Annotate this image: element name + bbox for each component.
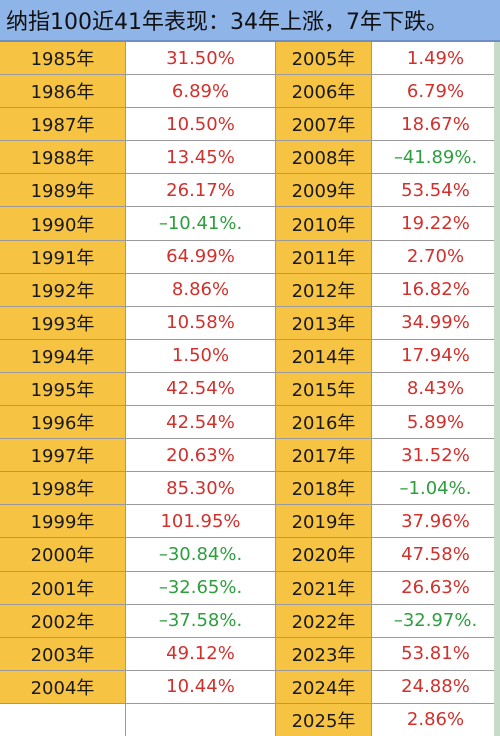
right-return-cell: 2.86% — [372, 703, 500, 736]
returns-table: 1985年 31.50% 2005年 1.49% 1986年 6.89% 2006年 6.79… — [0, 42, 500, 736]
left-return-cell: –37.58%. — [126, 604, 276, 638]
right-year-cell: 2009年 — [276, 174, 372, 208]
left-return-cell — [126, 703, 276, 736]
left-year-cell: 1996年 — [0, 406, 126, 440]
right-return-cell: 37.96% — [372, 505, 500, 539]
right-year-cell: 2007年 — [276, 108, 372, 142]
left-year-cell: 1998年 — [0, 472, 126, 506]
right-return-cell: 5.89% — [372, 406, 500, 440]
left-return-cell: –32.65%. — [126, 571, 276, 605]
left-year-cell: 1987年 — [0, 108, 126, 142]
left-year-cell: 1988年 — [0, 141, 126, 175]
right-year-cell: 2005年 — [276, 42, 372, 76]
right-return-cell: 17.94% — [372, 339, 500, 373]
right-year-cell: 2016年 — [276, 406, 372, 440]
left-year-cell: 1985年 — [0, 42, 126, 76]
left-return-cell: 6.89% — [126, 75, 276, 109]
right-return-cell: 24.88% — [372, 670, 500, 704]
right-year-cell: 2022年 — [276, 604, 372, 638]
right-return-cell: 1.49% — [372, 42, 500, 76]
right-year-cell: 2013年 — [276, 306, 372, 340]
right-year-cell: 2020年 — [276, 538, 372, 572]
right-return-cell: 31.52% — [372, 439, 500, 473]
right-return-cell: 53.54% — [372, 174, 500, 208]
right-year-cell: 2018年 — [276, 472, 372, 506]
right-year-cell: 2023年 — [276, 637, 372, 671]
right-year-cell: 2017年 — [276, 439, 372, 473]
right-year-cell: 2025年 — [276, 703, 372, 736]
left-year-cell: 2003年 — [0, 637, 126, 671]
right-return-cell: 53.81% — [372, 637, 500, 671]
right-year-cell: 2019年 — [276, 505, 372, 539]
right-return-cell: 19.22% — [372, 207, 500, 241]
left-year-cell: 1999年 — [0, 505, 126, 539]
right-return-cell: 16.82% — [372, 273, 500, 307]
left-return-cell: 13.45% — [126, 141, 276, 175]
left-return-cell: 20.63% — [126, 439, 276, 473]
left-return-cell: 10.50% — [126, 108, 276, 142]
right-year-cell: 2014年 — [276, 339, 372, 373]
left-year-cell: 1997年 — [0, 439, 126, 473]
edge-strip — [494, 42, 500, 736]
right-year-cell: 2011年 — [276, 240, 372, 274]
right-return-cell: 47.58% — [372, 538, 500, 572]
right-return-cell: –41.89%. — [372, 141, 500, 175]
right-return-cell: 34.99% — [372, 306, 500, 340]
left-return-cell: 42.54% — [126, 372, 276, 407]
left-return-cell: 1.50% — [126, 339, 276, 373]
left-year-cell: 1995年 — [0, 372, 126, 407]
left-return-cell: –10.41%. — [126, 207, 276, 241]
right-year-cell: 2024年 — [276, 670, 372, 704]
right-year-cell: 2015年 — [276, 372, 372, 407]
left-year-cell: 1992年 — [0, 273, 126, 307]
left-return-cell: 101.95% — [126, 505, 276, 539]
left-year-cell: 1986年 — [0, 75, 126, 109]
right-return-cell: –1.04%. — [372, 472, 500, 506]
right-return-cell: 8.43% — [372, 372, 500, 407]
left-return-cell: –30.84%. — [126, 538, 276, 572]
page-title: 纳指100近41年表现：34年上涨，7年下跌。 — [0, 0, 500, 42]
left-return-cell: 42.54% — [126, 406, 276, 440]
left-return-cell: 31.50% — [126, 42, 276, 76]
left-year-cell: 1991年 — [0, 240, 126, 274]
right-year-cell: 2006年 — [276, 75, 372, 109]
left-year-cell: 1990年 — [0, 207, 126, 241]
right-year-cell: 2008年 — [276, 141, 372, 175]
left-year-cell: 1989年 — [0, 174, 126, 208]
right-year-cell: 2012年 — [276, 273, 372, 307]
right-year-cell: 2010年 — [276, 207, 372, 241]
left-return-cell: 26.17% — [126, 174, 276, 208]
left-return-cell: 49.12% — [126, 637, 276, 671]
left-year-cell: 2001年 — [0, 571, 126, 605]
left-year-cell: 1994年 — [0, 339, 126, 373]
left-year-cell: 2002年 — [0, 604, 126, 638]
right-year-cell: 2021年 — [276, 571, 372, 605]
left-year-cell: 2000年 — [0, 538, 126, 572]
right-return-cell: –32.97%. — [372, 604, 500, 638]
right-return-cell: 2.70% — [372, 240, 500, 274]
left-return-cell: 8.86% — [126, 273, 276, 307]
left-year-cell: 1993年 — [0, 306, 126, 340]
left-year-cell: 2004年 — [0, 670, 126, 704]
left-return-cell: 85.30% — [126, 472, 276, 506]
left-return-cell: 10.44% — [126, 670, 276, 704]
left-year-cell — [0, 703, 126, 736]
right-return-cell: 18.67% — [372, 108, 500, 142]
left-return-cell: 64.99% — [126, 240, 276, 274]
right-return-cell: 6.79% — [372, 75, 500, 109]
right-return-cell: 26.63% — [372, 571, 500, 605]
left-return-cell: 10.58% — [126, 306, 276, 340]
